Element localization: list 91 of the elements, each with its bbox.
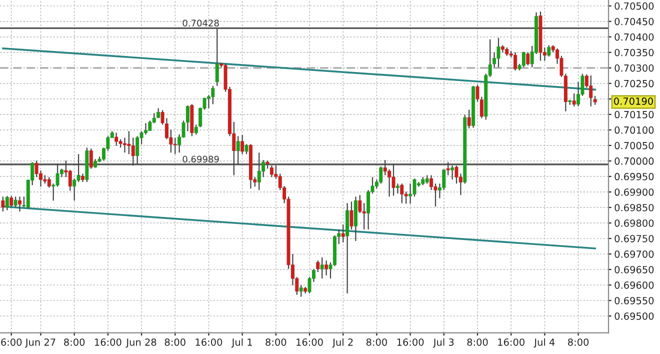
candlestick [127,130,131,155]
y-tick-label: 0.69500 [614,312,654,320]
x-tick-label: 16:00 [498,338,524,346]
x-tick-label: Jul 2 [332,338,353,348]
y-tick-label: 0.70150 [614,110,654,118]
candlestick [270,165,274,178]
candlestick [236,136,240,165]
x-tick-label: 8:00 [266,338,286,346]
y-tick-label: 0.70250 [614,80,654,88]
candlestick [522,51,526,68]
candlestick [396,183,400,194]
candlestick [215,28,219,86]
ref-line-label: 0.70428 [182,20,219,26]
candlestick [211,85,215,105]
candlestick [514,52,518,71]
candlestick [362,202,366,230]
y-tick-label: 0.70400 [614,33,654,41]
candlestick [131,137,135,166]
candlestick [388,168,392,198]
candlestick [89,148,93,170]
x-tick-label: 8:00 [64,338,85,346]
candlestick [194,124,198,136]
candlestick [240,134,244,155]
candlestick [316,260,320,273]
candlestick [299,284,303,298]
y-tick-label: 0.69750 [614,234,654,242]
y-tick-label: 0.69900 [614,188,654,196]
y-tick-label: 0.70100 [614,126,654,134]
candlestick [358,194,362,214]
x-tick-label: Jun 28 [126,338,156,348]
y-tick-label: 0.69800 [614,219,654,227]
x-tick-label: 16:00 [196,338,222,346]
candlestick [496,37,500,68]
candlestick [244,144,248,155]
y-tick-label: 0.70000 [614,157,654,165]
candlestick [10,195,14,208]
candlestick [392,163,396,196]
candlestick [589,74,593,107]
candlestick [68,169,72,192]
candlestick [400,183,404,204]
candlestick [430,174,434,191]
x-tick-label: 8:00 [164,338,186,346]
x-tick-label: 6:00 [1,338,22,346]
y-tick-label: 0.69550 [614,296,654,304]
candlestick [446,162,450,176]
candlestick [144,122,148,136]
x-tick-label: 16:00 [94,338,122,346]
y-tick-label: 0.70500 [614,2,654,10]
candlestick [450,165,454,180]
y-tick-label: 0.70300 [614,64,654,72]
x-tick-label: 16:00 [397,338,424,346]
y-tick-label: 0.69700 [614,250,654,258]
x-tick-label: 16:00 [296,338,323,346]
x-tick-label: Jul 1 [231,338,252,348]
x-tick-label: Jul 3 [432,338,454,348]
candlestick [467,109,471,129]
candlestick [526,52,530,66]
candlestick [341,224,345,244]
candlestick [379,166,383,184]
candlestick [408,183,412,204]
candlestick [47,176,51,188]
candlestick [547,44,551,57]
y-tick-label: 0.70050 [614,142,654,150]
candlestick [366,190,370,230]
candlestick [257,152,261,191]
candlestick [5,195,9,211]
y-tick-label: 0.69850 [614,204,654,212]
candlestick [324,260,328,276]
ref-line-label: 0.69989 [182,156,219,163]
candlestick [1,196,5,212]
x-tick-label: 8:00 [366,338,387,346]
candlestick [320,256,324,280]
x-tick-label: Jun 27 [24,338,56,348]
y-tick-label: 0.70350 [614,48,654,56]
x-tick-label: Jul 4 [534,338,555,348]
candlestick [14,196,18,208]
candlestick [114,132,118,146]
candlestick [136,136,140,165]
candlestick [350,201,354,230]
candlestick [572,92,576,107]
y-tick-label: 0.70450 [614,18,654,26]
candlestick [148,120,152,132]
x-tick-label: 8:00 [467,338,488,346]
candlestick [173,137,177,155]
y-tick-label: 0.69600 [614,281,654,289]
y-tick-label: 0.69650 [614,266,654,274]
y-tick-label: 0.69950 [614,172,654,180]
candlestick [18,196,22,212]
candlestick [72,178,76,202]
x-tick-label: 8:00 [568,338,589,346]
text: 0.70190 [614,97,653,105]
